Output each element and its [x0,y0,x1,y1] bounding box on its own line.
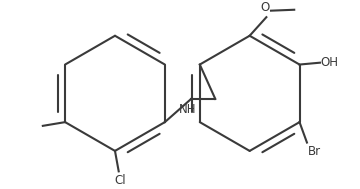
Text: OH: OH [320,56,338,69]
Text: Cl: Cl [115,174,126,187]
Text: Br: Br [308,145,321,158]
Text: NH: NH [179,103,196,116]
Text: O: O [260,1,269,14]
